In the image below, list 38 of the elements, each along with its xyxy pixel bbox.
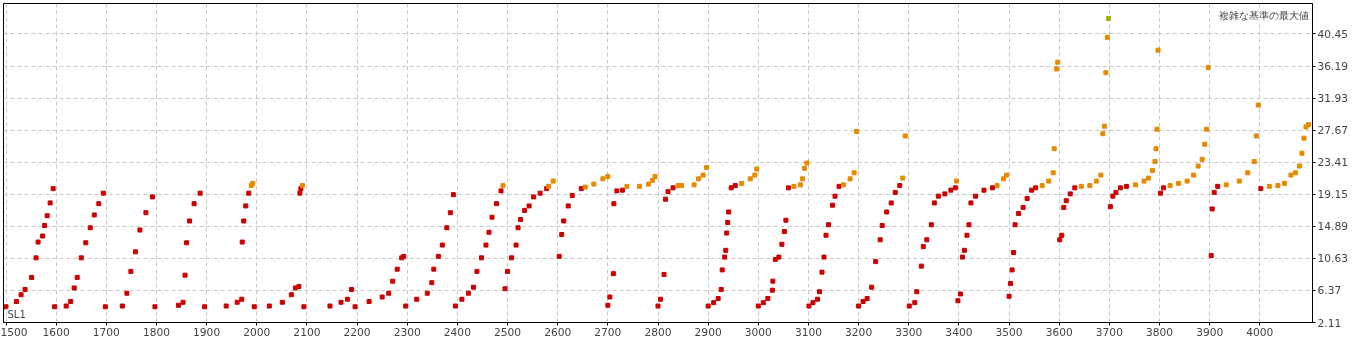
y-tick-label: 14.89 — [1317, 220, 1349, 234]
x-tick-label: 3300 — [895, 325, 923, 339]
y-tick-label: 23.41 — [1317, 156, 1349, 170]
y-tick-label: 36.19 — [1317, 60, 1349, 74]
x-tick-label: 4000 — [1246, 325, 1274, 339]
y-tick-label: 31.93 — [1317, 92, 1349, 106]
x-tick-label: 3900 — [1196, 325, 1224, 339]
x-tick-label: 2900 — [694, 325, 722, 339]
x-tick-label: 2100 — [293, 325, 321, 339]
y-tick-label: 10.63 — [1317, 252, 1349, 266]
x-tick-label: 3700 — [1095, 325, 1124, 339]
y-tick-label: 6.37 — [1317, 284, 1342, 298]
y-tick-label: 2.11 — [1317, 316, 1342, 330]
x-tick-label: 1900 — [193, 325, 221, 339]
y-axis-title: 複雑な基準の最大値 — [1218, 9, 1309, 21]
x-tick-label: 3100 — [794, 325, 823, 339]
x-tick-label: 3600 — [1045, 325, 1074, 339]
x-tick-label: 1600 — [42, 325, 70, 339]
x-tick-label: 2400 — [443, 325, 472, 339]
x-tick-label: 2000 — [243, 325, 271, 339]
x-tick-label: 3400 — [945, 325, 973, 339]
x-tick-label: 3800 — [1145, 325, 1174, 339]
x-tick-label: 2600 — [544, 325, 572, 339]
y-tick-label: 19.15 — [1317, 188, 1349, 202]
x-tick-label: 1500 — [0, 325, 28, 339]
y-tick-label: 27.67 — [1317, 124, 1349, 138]
y-tick-label: 40.45 — [1317, 27, 1349, 41]
x-tick-label: 1700 — [92, 325, 121, 339]
x-tick-label: 2200 — [343, 325, 371, 339]
x-tick-label: 2700 — [594, 325, 622, 339]
x-tick-label: 3000 — [744, 325, 773, 339]
x-axis-title: SL1 — [7, 308, 26, 320]
x-tick-label: 3500 — [995, 325, 1023, 339]
x-tick-label: 2300 — [393, 325, 422, 339]
x-tick-label: 2500 — [493, 325, 522, 339]
x-tick-label: 1800 — [142, 325, 171, 339]
x-tick-label: 2800 — [644, 325, 672, 339]
x-tick-label: 3200 — [845, 325, 873, 339]
